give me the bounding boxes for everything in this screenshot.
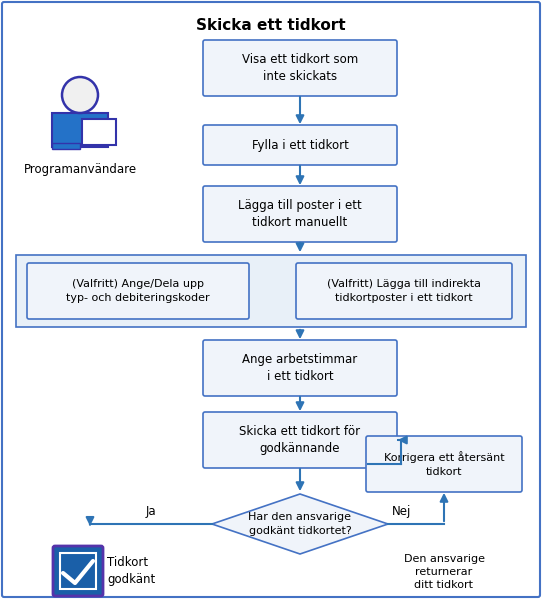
FancyBboxPatch shape — [203, 412, 397, 468]
Text: Skicka ett tidkort för
godkännande: Skicka ett tidkort för godkännande — [240, 425, 360, 455]
Text: Nej: Nej — [392, 505, 411, 518]
Polygon shape — [212, 494, 388, 554]
FancyBboxPatch shape — [82, 119, 116, 145]
Polygon shape — [52, 113, 108, 147]
Text: (Valfritt) Ange/Dela upp
typ- och debiteringskoder: (Valfritt) Ange/Dela upp typ- och debite… — [66, 279, 210, 302]
FancyBboxPatch shape — [60, 553, 96, 589]
FancyBboxPatch shape — [53, 546, 103, 596]
FancyBboxPatch shape — [203, 186, 397, 242]
FancyBboxPatch shape — [203, 125, 397, 165]
Text: (Valfritt) Lägga till indirekta
tidkortposter i ett tidkort: (Valfritt) Lägga till indirekta tidkortp… — [327, 279, 481, 302]
Text: Lägga till poster i ett
tidkort manuellt: Lägga till poster i ett tidkort manuellt — [238, 199, 362, 229]
FancyBboxPatch shape — [52, 143, 80, 149]
FancyBboxPatch shape — [16, 255, 526, 327]
Text: Skicka ett tidkort: Skicka ett tidkort — [196, 18, 346, 33]
Text: Den ansvarige
returnerar
ditt tidkort: Den ansvarige returnerar ditt tidkort — [403, 554, 485, 591]
Circle shape — [62, 77, 98, 113]
Text: Tidkort
godkänt: Tidkort godkänt — [107, 556, 155, 586]
Text: Programanvändare: Programanvändare — [23, 163, 137, 176]
Text: Visa ett tidkort som
inte skickats: Visa ett tidkort som inte skickats — [242, 53, 358, 83]
Text: Ange arbetstimmar
i ett tidkort: Ange arbetstimmar i ett tidkort — [242, 353, 358, 383]
Text: Fylla i ett tidkort: Fylla i ett tidkort — [251, 138, 349, 152]
FancyBboxPatch shape — [366, 436, 522, 492]
FancyBboxPatch shape — [203, 40, 397, 96]
Text: Korrigera ett återsänt
tidkort: Korrigera ett återsänt tidkort — [384, 452, 504, 477]
Text: Ja: Ja — [146, 505, 156, 518]
Text: Har den ansvarige
godkänt tidkortet?: Har den ansvarige godkänt tidkortet? — [248, 512, 352, 536]
FancyBboxPatch shape — [296, 263, 512, 319]
FancyBboxPatch shape — [203, 340, 397, 396]
FancyBboxPatch shape — [27, 263, 249, 319]
